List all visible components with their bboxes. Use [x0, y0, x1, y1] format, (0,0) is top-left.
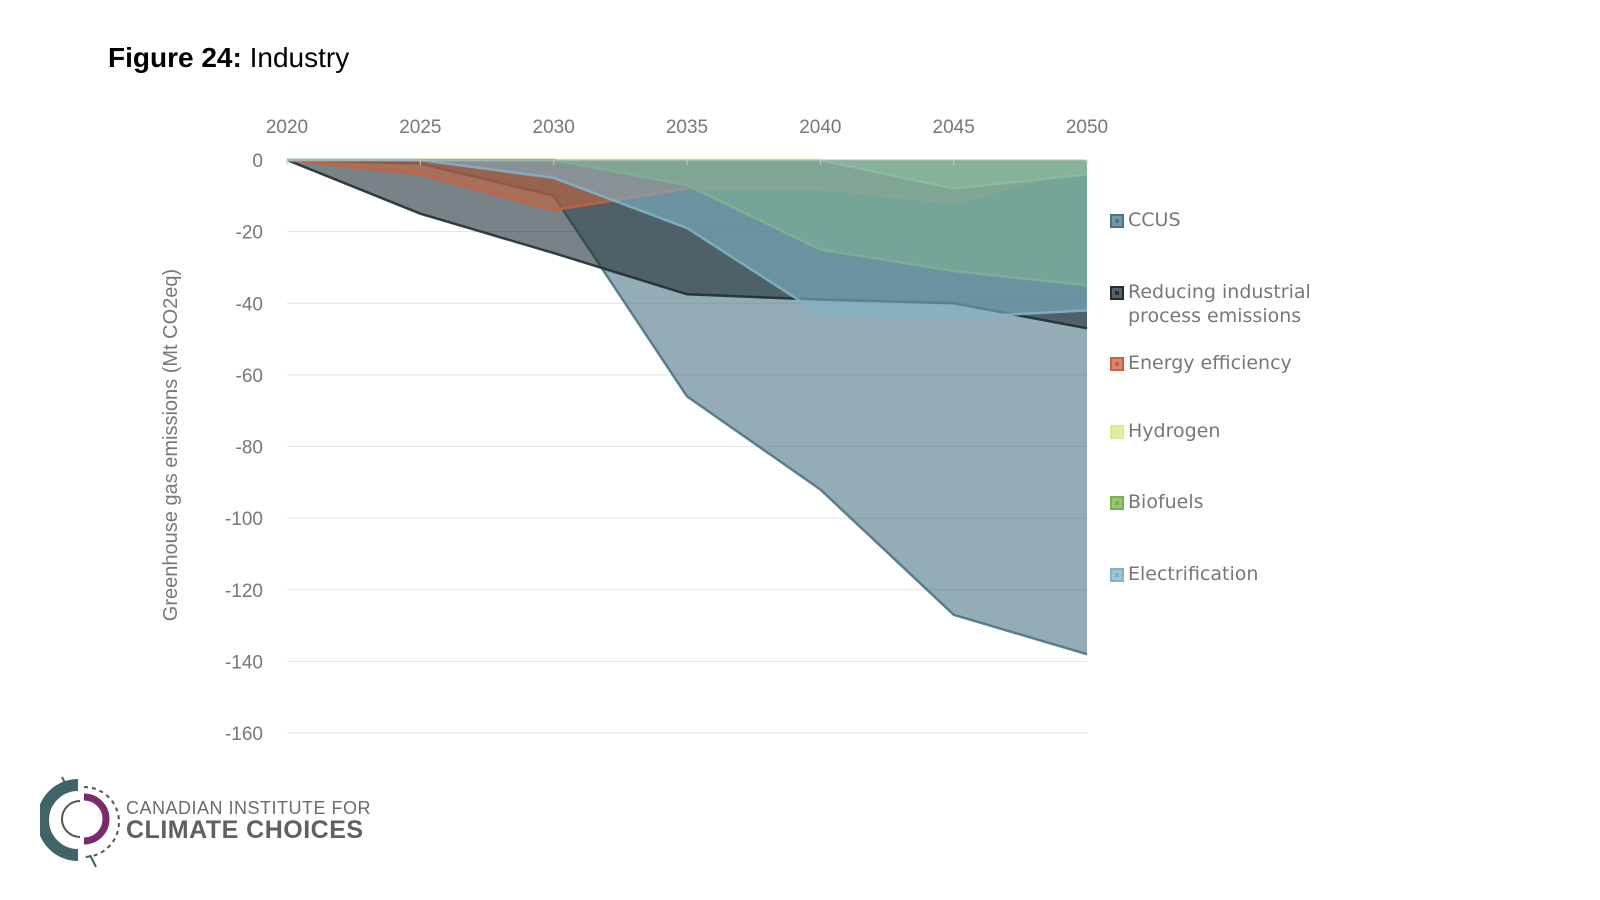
y-tick-label: 0	[252, 151, 263, 172]
figure-title: Figure 24: Industry	[108, 42, 349, 74]
logo-text-line1: CANADIAN INSTITUTE FOR	[126, 798, 372, 818]
legend-swatch	[1110, 425, 1124, 439]
y-tick-label: -80	[236, 438, 263, 459]
y-tick-label: -160	[225, 724, 263, 745]
figure-number: Figure 24:	[108, 42, 242, 73]
y-tick-label: -60	[236, 366, 263, 387]
x-tick-label: 2040	[799, 117, 841, 138]
x-tick-label: 2025	[399, 117, 441, 138]
legend-label: Biofuels	[1128, 491, 1204, 513]
y-tick-label: -120	[225, 581, 263, 602]
x-tick-label: 2045	[933, 117, 975, 138]
logo-text-line2: CLIMATE CHOICES	[126, 816, 364, 844]
area-electrification	[287, 160, 1087, 318]
x-tick-label: 2030	[533, 117, 575, 138]
y-tick-label: -100	[225, 509, 263, 530]
figure-name: Industry	[249, 42, 350, 73]
legend-label: Energy efficiency	[1128, 352, 1292, 374]
cicc-logo-icon	[40, 776, 120, 868]
y-axis-label: Greenhouse gas emissions (Mt CO2eq)	[160, 269, 182, 621]
legend-swatch	[1110, 286, 1124, 300]
legend-swatch	[1110, 357, 1124, 371]
legend-swatch	[1110, 214, 1124, 228]
legend-swatch	[1110, 568, 1124, 582]
x-tick-label: 2020	[266, 117, 308, 138]
legend-label: Electrification	[1128, 563, 1259, 585]
legend-label: CCUS	[1128, 209, 1181, 231]
y-tick-label: -140	[225, 652, 263, 673]
y-tick-label: -20	[236, 223, 263, 244]
x-tick-label: 2050	[1066, 117, 1108, 138]
legend-label: Reducing industrial process emissions	[1128, 281, 1311, 327]
y-tick-label: -40	[236, 294, 263, 315]
legend-label: Hydrogen	[1128, 420, 1221, 442]
x-tick-label: 2035	[666, 117, 708, 138]
legend-swatch	[1110, 496, 1124, 510]
